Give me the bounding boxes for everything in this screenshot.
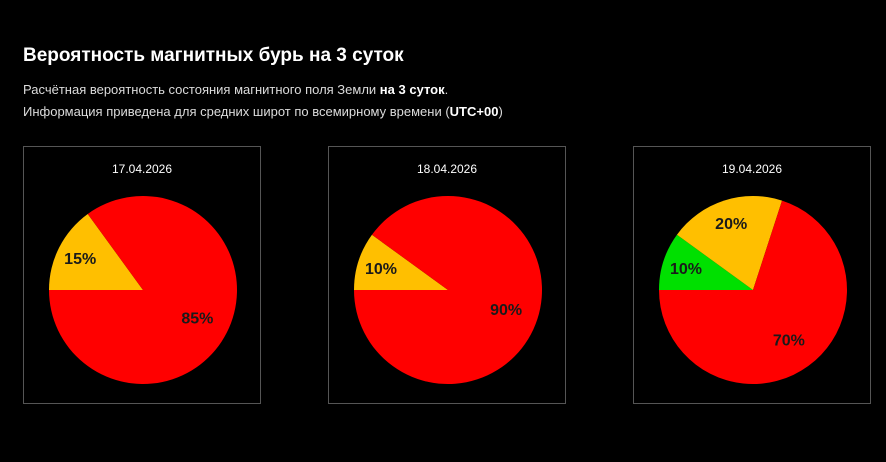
pie-slice <box>49 195 237 384</box>
pie-slice-label: 70% <box>773 332 805 349</box>
pie-date-label: 17.04.2026 <box>111 162 173 176</box>
pie-slice-label: 10% <box>365 261 397 278</box>
pie-slice <box>659 200 847 384</box>
pie-slice-label: 10% <box>670 261 702 278</box>
pie-slice-label: 90% <box>490 302 522 319</box>
pie-date-label: 18.04.2026 <box>416 162 478 176</box>
pie-slice <box>676 195 783 290</box>
timezone-label: UTC+00 <box>449 104 499 119</box>
pie-chart: 15% 85% <box>49 195 237 384</box>
pie-card-day-3: 19.04.2026 10% 20% 70% <box>633 146 871 404</box>
info-text: Информация приведена для средних широт п… <box>23 104 450 119</box>
subtitle-bold: на 3 суток <box>379 82 445 97</box>
pie-slice-label: 15% <box>64 251 96 268</box>
pie-chart: 10% 20% 70% <box>659 195 847 384</box>
subtitle-text: Расчётная вероятность состояния магнитно… <box>23 82 380 97</box>
subtitle-line-1: Расчётная вероятность состояния магнитно… <box>23 83 448 96</box>
pie-slice <box>354 234 448 290</box>
pie-slice-label: 85% <box>181 311 213 328</box>
pie-card-day-2: 18.04.2026 10% 90% <box>328 146 566 404</box>
info-end: ) <box>498 104 503 119</box>
pie-slice <box>354 195 542 384</box>
subtitle-end: . <box>444 82 449 97</box>
pie-date-label: 19.04.2026 <box>721 162 783 176</box>
pie-slice <box>49 213 143 290</box>
pie-slice-label: 20% <box>715 216 747 233</box>
subtitle-line-2: Информация приведена для средних широт п… <box>23 105 503 118</box>
pie-slice <box>659 234 753 290</box>
pie-chart: 10% 90% <box>354 195 542 384</box>
pie-card-day-1: 17.04.2026 15% 85% <box>23 146 261 404</box>
page-title: Вероятность магнитных бурь на 3 суток <box>23 45 404 66</box>
